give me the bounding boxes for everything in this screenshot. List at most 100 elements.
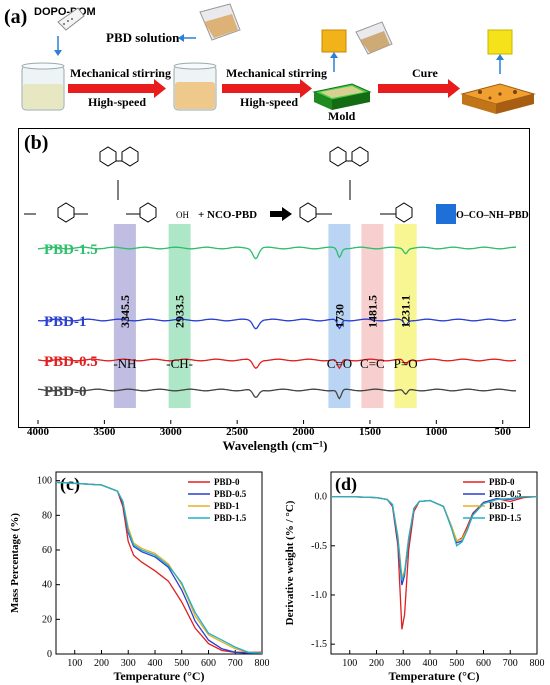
legend-label-3: PBD-1.5 [489,513,522,523]
series-line-PBD-1.5 [331,495,537,581]
ftir-series-PBD-0 [37,388,516,400]
xlabel: Temperature (°C) [388,669,479,683]
pouring-beaker-icon [178,3,241,42]
ytick-label-1: -0.5 [311,541,327,552]
xtick-label-1: 200 [94,658,109,669]
ftir-band-3 [361,224,384,408]
panel-label: (d) [335,474,357,495]
xtick-label-2: 300 [121,658,136,669]
product-highlight [436,204,456,224]
dtg-chart: (d) 100 200 300 400 500 600 700 800 0.0 -0.5 -1.0 -1… [284,471,545,683]
ftir-band-value-2: 1730 [332,304,346,328]
reaction-oh-text: OH [176,210,189,220]
panel-a-label: (a) [4,6,28,28]
ftir-band-group-2: C=O [327,356,352,371]
ftir-series-PBD-1 [37,318,517,330]
reaction-arrow-icon [270,207,292,221]
ftir-band-value-0: 3345.5 [118,295,132,328]
plot-frame [55,471,263,655]
legend-label-0: PBD-0 [214,477,240,487]
reaction-scheme [24,146,413,223]
ytick-label-4: 80 [42,510,52,521]
panel-b-label: (b) [24,132,49,154]
ftir-xtick-label-1: 3500 [93,426,116,438]
beaker-1-icon [21,62,65,111]
series-line-PBD-1.5 [55,481,263,654]
ytick-label-3: 60 [42,545,52,556]
xtick-label-0: 100 [342,658,357,669]
reaction-plus-text: + NCO-PBD [198,209,257,221]
ftir-xtick-label-5: 1500 [359,426,382,438]
pbd-solution-label: PBD solution [106,30,180,45]
mold-icon [312,83,372,110]
ftir-band-1 [168,224,191,408]
xtick-label-6: 700 [228,658,243,669]
ftir-frame [18,128,530,428]
xtick-label-3: 400 [147,658,162,669]
plot-frame [330,471,538,655]
ytick-label-2: -1.0 [311,590,327,601]
ftir-xtick-label-7: 500 [494,426,511,438]
ftir-band-value-4: 1231.1 [399,295,413,328]
arrow-2-icon [222,79,312,98]
ytick-label-5: 100 [37,476,52,487]
cured-foam-icon [460,83,536,114]
ytick-label-1: 20 [42,614,52,625]
legend-label-2: PBD-1 [489,501,515,511]
xtick-label-7: 800 [255,658,270,669]
xtick-label-5: 600 [201,658,216,669]
legend-label-2: PBD-1 [214,501,240,511]
step1-bottom-label: High-speed [88,95,147,109]
ftir-series-label-0: PBD-1.5 [44,242,98,258]
cure-label: Cure [412,66,438,80]
powder-flask-icon [54,7,85,56]
step2-bottom-label: High-speed [240,95,299,109]
ftir-band-group-1: -CH- [166,356,193,371]
xlabel: Temperature (°C) [113,669,204,683]
legend-label-1: PBD-0.5 [214,489,247,499]
step2-top-label: Mechanical stirring [226,66,327,80]
xtick-label-1: 200 [369,658,384,669]
panel-a-illustration [21,3,536,114]
xtick-label-4: 500 [449,658,464,669]
ftir-xlabel: Wavelength (cm⁻¹) [223,438,328,453]
xtick-label-4: 500 [174,658,189,669]
xtick-label-5: 600 [476,658,491,669]
ytick-label-0: 0 [47,649,52,660]
ftir-band-value-3: 1481.5 [365,295,379,328]
ytick-label-2: 40 [42,580,52,591]
ftir-xtick-label-3: 2500 [226,426,249,438]
ftir-band-group-3: C=C [360,356,385,371]
legend-label-3: PBD-1.5 [214,513,247,523]
ftir-chart: OH + NCO-PBD O–CO–NH–PBD 3345.5 -NH 2933.5… [24,146,529,453]
cured-film-icon [487,29,513,74]
ftir-series-label-1: PBD-1 [44,314,87,330]
ftir-xtick-label-6: 1000 [425,426,448,438]
xtick-label-7: 800 [530,658,545,669]
ylabel: Derivative weight (% / °C) [284,500,296,625]
film-sample-icon [321,29,347,72]
xtick-label-0: 100 [67,658,82,669]
xtick-label-2: 300 [396,658,411,669]
xtick-label-6: 700 [503,658,518,669]
ftir-xtick-label-2: 3000 [160,426,183,438]
arrow-1-icon [68,79,166,98]
step1-top-label: Mechanical stirring [70,66,171,80]
ytick-label-3: -1.5 [311,639,327,650]
ftir-xtick-label-4: 2000 [293,426,316,438]
ftir-band-group-4: P=O [394,356,418,371]
arrow-3-icon [378,79,460,98]
ylabel: Mass Percentage (%) [9,513,21,613]
panel-label: (c) [60,474,80,495]
ftir-band-value-1: 2933.5 [173,295,187,328]
ftir-band-0 [113,224,136,408]
ftir-xtick-label-0: 4000 [27,426,50,438]
product-tail-text: O–CO–NH–PBD [456,210,529,221]
ftir-series-PBD-0.5 [37,358,517,370]
pouring-beaker-2-icon [355,21,393,55]
ftir-band-group-0: -NH [113,356,136,371]
xtick-label-3: 400 [422,658,437,669]
legend-label-0: PBD-0 [489,477,515,487]
ftir-band-2 [328,224,351,408]
ftir-band-4 [394,224,417,408]
